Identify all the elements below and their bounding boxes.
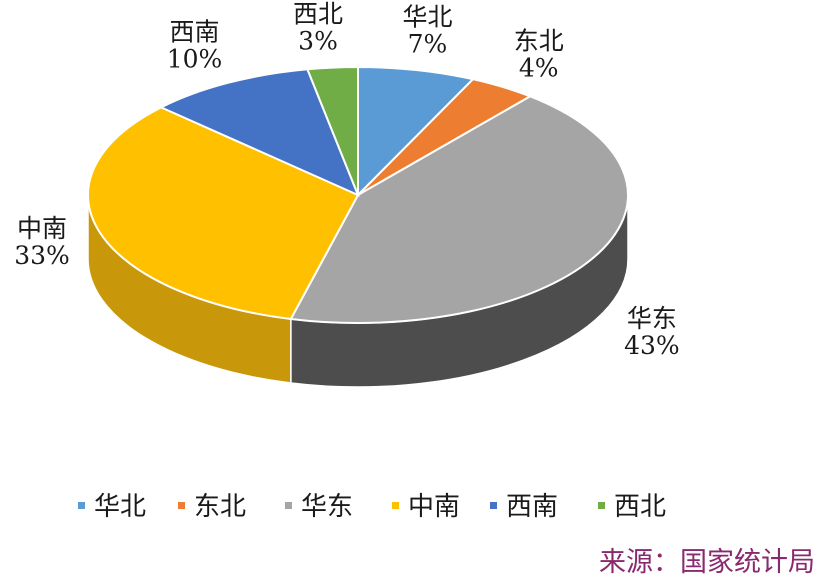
legend-swatch: [490, 502, 497, 509]
legend-item-东北: 东北: [178, 492, 246, 522]
slice-label-西北: 西北3%: [293, 0, 343, 56]
pie-slices: [87, 65, 629, 325]
legend-item-华北: 华北: [78, 492, 146, 522]
source-note: 来源：国家统计局: [599, 547, 815, 578]
slice-value-label: 4%: [519, 53, 559, 82]
legend-label: 华东: [301, 492, 353, 522]
legend-swatch: [78, 502, 85, 509]
legend: 华北 东北 华东 中南 西南 西北: [78, 492, 666, 522]
legend-swatch: [598, 502, 605, 509]
legend-item-西南: 西南: [490, 492, 558, 522]
slice-value-label: 33%: [14, 241, 70, 270]
legend-item-华东: 华东: [285, 492, 353, 522]
slice-category-label: 西北: [293, 0, 343, 29]
slice-西南: [158, 68, 360, 197]
slice-category-label: 华东: [627, 304, 677, 333]
legend-label: 西南: [506, 492, 558, 522]
legend-item-西北: 西北: [598, 492, 666, 522]
legend-label: 西北: [614, 492, 666, 522]
slice-label-东北: 东北4%: [514, 26, 564, 82]
legend-swatch: [392, 502, 399, 509]
slice-value-label: 7%: [408, 30, 448, 59]
slice-value-label: 3%: [298, 27, 338, 56]
slice-category-label: 中南: [17, 214, 67, 243]
slice-value-label: 10%: [167, 45, 223, 74]
slice-category-label: 华北: [402, 3, 452, 32]
legend-item-中南: 中南: [392, 492, 460, 522]
slice-category-label: 西南: [170, 18, 220, 47]
slice-中南: [87, 106, 360, 321]
legend-label: 中南: [408, 492, 460, 522]
legend-label: 东北: [194, 492, 246, 522]
slice-西北: [305, 65, 359, 196]
legend-swatch: [178, 502, 185, 509]
slice-华东: [289, 95, 629, 325]
legend-label: 华北: [94, 492, 146, 522]
slice-label-华北: 华北7%: [402, 3, 452, 59]
slice-category-label: 东北: [514, 26, 564, 55]
slice-华北: [357, 65, 475, 198]
slice-value-label: 43%: [624, 331, 680, 360]
legend-swatch: [285, 502, 292, 509]
